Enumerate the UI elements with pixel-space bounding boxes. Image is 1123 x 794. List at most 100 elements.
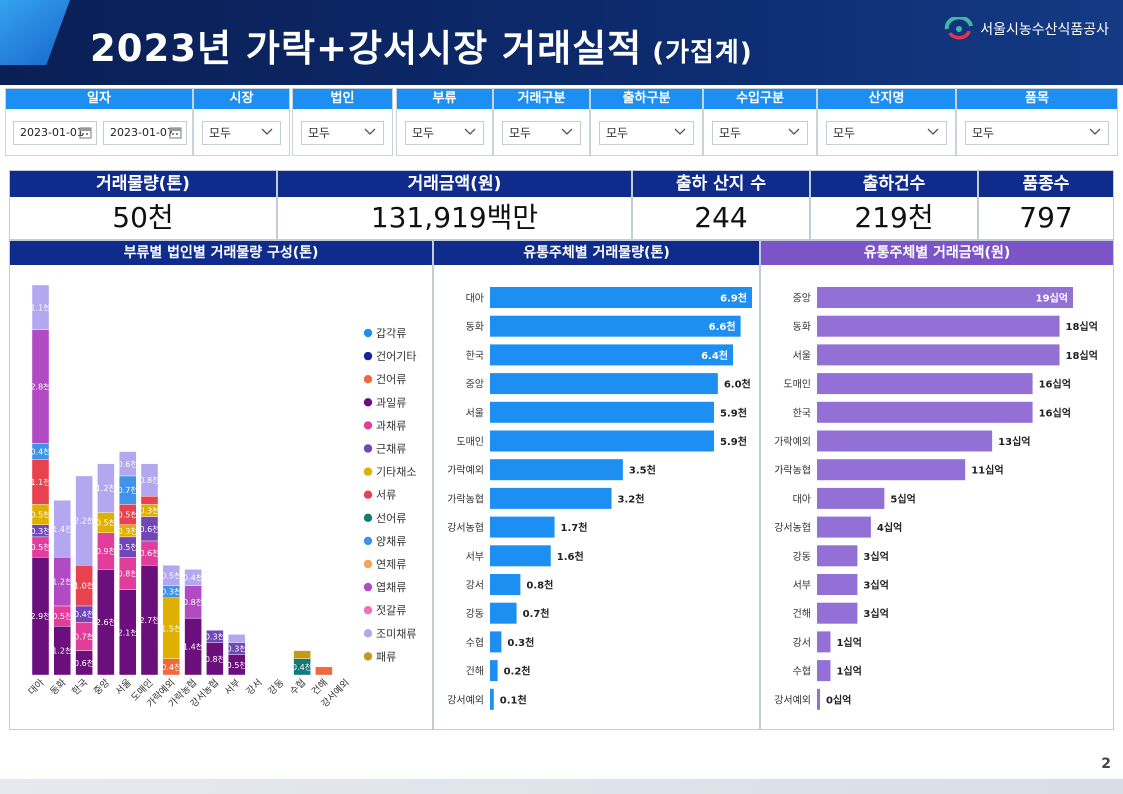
- bar[interactable]: [817, 430, 993, 452]
- legend-entry[interactable]: 건어류: [376, 373, 406, 386]
- stack-segment[interactable]: [97, 463, 115, 513]
- legend-entry[interactable]: 연제류: [376, 558, 406, 571]
- chevron-down-icon[interactable]: [1088, 124, 1102, 138]
- stack-segment[interactable]: [118, 451, 137, 477]
- filter-select[interactable]: 모두: [502, 121, 581, 145]
- bar[interactable]: [817, 315, 1060, 337]
- legend-entry[interactable]: 양채류: [376, 535, 406, 548]
- bar[interactable]: [817, 631, 831, 653]
- chevron-down-icon[interactable]: [463, 124, 477, 138]
- bar[interactable]: [817, 287, 1073, 308]
- category-label: 강서: [466, 580, 484, 592]
- legend-entry[interactable]: 조미채류: [376, 627, 416, 640]
- filter-select[interactable]: 모두: [826, 121, 947, 145]
- bar[interactable]: [490, 287, 752, 308]
- kpi-card-2: 거래금액(원) 131,919백만: [277, 170, 632, 240]
- filter-select[interactable]: 모두: [301, 121, 384, 145]
- bar[interactable]: [490, 545, 551, 567]
- bar[interactable]: [490, 459, 623, 481]
- data-label: 18십억: [1066, 320, 1098, 333]
- chevron-down-icon[interactable]: [260, 124, 274, 138]
- bar[interactable]: [817, 373, 1033, 395]
- bar[interactable]: [490, 660, 498, 682]
- stack-segment[interactable]: [315, 666, 333, 676]
- segment-label: 0.4천: [74, 609, 94, 619]
- bar[interactable]: [817, 660, 831, 682]
- filter-select[interactable]: 모두: [405, 121, 484, 145]
- legend-entry[interactable]: 서류: [376, 489, 396, 502]
- bar[interactable]: [817, 487, 885, 509]
- legend-entry[interactable]: 엽채류: [376, 581, 406, 594]
- segment-label: 0.8천: [205, 654, 225, 664]
- legend-entry[interactable]: 선어류: [376, 512, 406, 525]
- data-label: 3.2천: [618, 492, 645, 505]
- date-start-input[interactable]: 2023-01-01: [13, 121, 97, 145]
- filter-select-value: 모두: [308, 126, 331, 140]
- bar[interactable]: [490, 688, 494, 710]
- filter-select[interactable]: 모두: [202, 121, 281, 145]
- filter-date-label: 일자: [6, 89, 192, 109]
- bar[interactable]: [817, 344, 1060, 366]
- legend-entry[interactable]: 갑각류: [376, 327, 406, 340]
- bar[interactable]: [490, 602, 517, 624]
- page-title-text: 2023년 가락+강서시장 거래실적: [90, 27, 643, 70]
- chevron-down-icon[interactable]: [926, 124, 940, 138]
- segment-label: 0.3천: [161, 587, 181, 597]
- chevron-down-icon[interactable]: [787, 124, 801, 138]
- bar[interactable]: [490, 315, 741, 337]
- legend-entry[interactable]: 과일류: [376, 395, 406, 409]
- calendar-icon[interactable]: [79, 126, 92, 139]
- legend-marker: [363, 444, 373, 453]
- date-end-input[interactable]: 2023-01-07: [103, 121, 187, 145]
- chevron-down-icon[interactable]: [363, 124, 377, 138]
- legend-entry[interactable]: 건어기타: [376, 350, 416, 363]
- data-label: 5.9천: [720, 406, 747, 419]
- data-label: 3.5천: [629, 464, 656, 477]
- stack-segment[interactable]: [31, 284, 50, 330]
- bar[interactable]: [490, 487, 612, 509]
- stack-segment[interactable]: [140, 463, 159, 497]
- stack-segment[interactable]: [184, 569, 202, 586]
- legend-entry[interactable]: 젓갈류: [376, 603, 406, 617]
- calendar-icon[interactable]: [169, 126, 182, 139]
- bar[interactable]: [490, 344, 734, 366]
- stack-segment[interactable]: [140, 496, 159, 505]
- filter-label: 수입구분: [704, 89, 816, 109]
- bar[interactable]: [817, 401, 1033, 423]
- stack-segment[interactable]: [206, 630, 224, 643]
- stack-segment[interactable]: [53, 500, 71, 558]
- x-tick-label: 강동: [266, 677, 286, 697]
- bar[interactable]: [490, 430, 715, 452]
- kpi-card-1: 거래물량(톤) 50천: [9, 170, 277, 240]
- legend-entry[interactable]: 패류: [376, 650, 396, 663]
- stack-segment[interactable]: [227, 634, 246, 643]
- segment-label: 0.4천: [292, 662, 312, 672]
- bar[interactable]: [490, 516, 555, 538]
- bar[interactable]: [817, 574, 858, 595]
- stack-segment[interactable]: [162, 565, 181, 586]
- data-label: 0.3천: [507, 636, 534, 649]
- bar[interactable]: [490, 373, 718, 395]
- bar[interactable]: [490, 574, 521, 595]
- bar[interactable]: [817, 545, 858, 567]
- stack-segment[interactable]: [75, 475, 93, 566]
- bar[interactable]: [817, 602, 858, 624]
- bar[interactable]: [817, 459, 966, 481]
- bar[interactable]: [490, 631, 502, 653]
- legend-entry[interactable]: 과채류: [376, 419, 406, 432]
- legend-entry[interactable]: 근채류: [376, 443, 406, 456]
- filter-select[interactable]: 모두: [599, 121, 694, 145]
- filter-select[interactable]: 모두: [965, 121, 1109, 145]
- legend-marker: [363, 559, 373, 569]
- legend-entry[interactable]: 기타채소: [376, 466, 416, 479]
- bar[interactable]: [817, 516, 871, 538]
- data-label: 3십억: [863, 579, 888, 592]
- header-corner-accent: [0, 0, 74, 65]
- category-label: 중앙: [466, 379, 484, 391]
- chevron-down-icon[interactable]: [560, 124, 574, 138]
- bar[interactable]: [817, 688, 820, 710]
- stack-segment[interactable]: [293, 650, 311, 659]
- bar[interactable]: [490, 401, 715, 423]
- chevron-down-icon[interactable]: [673, 124, 687, 138]
- filter-select[interactable]: 모두: [712, 121, 808, 145]
